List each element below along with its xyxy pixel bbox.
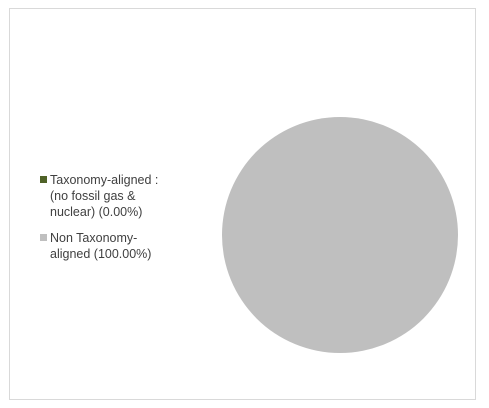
legend-label-taxonomy-aligned: Taxonomy-aligned : (no fossil gas & nucl… (50, 173, 159, 219)
pie-slice-non-taxonomy-aligned (222, 117, 458, 353)
legend-item-taxonomy-aligned: Taxonomy-aligned : (no fossil gas & nucl… (40, 172, 210, 220)
legend-swatch-taxonomy-aligned (40, 176, 47, 183)
legend-swatch-non-taxonomy-aligned (40, 234, 47, 241)
legend-label-non-taxonomy-aligned: Non Taxonomy- aligned (100.00%) (50, 231, 152, 261)
chart-legend: Taxonomy-aligned : (no fossil gas & nucl… (40, 172, 210, 272)
legend-item-non-taxonomy-aligned: Non Taxonomy- aligned (100.00%) (40, 230, 210, 262)
